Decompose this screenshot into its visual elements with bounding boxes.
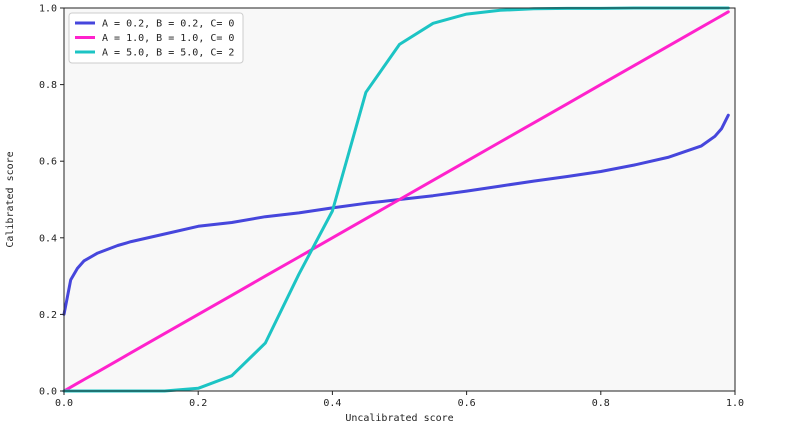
y-tick-label: 1.0: [39, 4, 57, 15]
x-axis-label: Uncalibrated score: [345, 413, 453, 424]
y-tick-label: 0.6: [39, 157, 57, 168]
legend-label-2: A = 1.0, B = 1.0, C= 0: [102, 33, 234, 44]
y-tick-label: 0.2: [39, 310, 57, 321]
legend-label-3: A = 5.0, B = 5.0, C= 2: [102, 48, 234, 59]
y-axis-label: Calibrated score: [5, 151, 16, 247]
x-tick-label: 0.6: [458, 398, 476, 409]
series-line-2: [62, 10, 730, 393]
x-tick-label: 1.0: [726, 398, 744, 409]
y-tick-label: 0.8: [39, 80, 57, 91]
legend-label-1: A = 0.2, B = 0.2, C= 0: [102, 19, 234, 30]
legend: A = 0.2, B = 0.2, C= 0 A = 1.0, B = 1.0, …: [68, 12, 244, 64]
x-tick-label: 0.0: [55, 398, 73, 409]
y-tick-label: 0.0: [39, 387, 57, 398]
y-tick-label: 0.4: [39, 233, 57, 244]
axes-frame: [63, 7, 736, 392]
x-tick-label: 0.4: [323, 398, 341, 409]
x-tick-label: 0.8: [592, 398, 610, 409]
series-line-1: [62, 113, 730, 316]
legend-box: [68, 12, 244, 64]
x-tick-label: 0.2: [189, 398, 207, 409]
axes-layer: [63, 7, 736, 392]
ticks-layer: 0.0 0.2 0.4 0.6 0.8 1.0 0.0 0.2 0.4 0.6 0.8 1.0: [39, 4, 744, 410]
